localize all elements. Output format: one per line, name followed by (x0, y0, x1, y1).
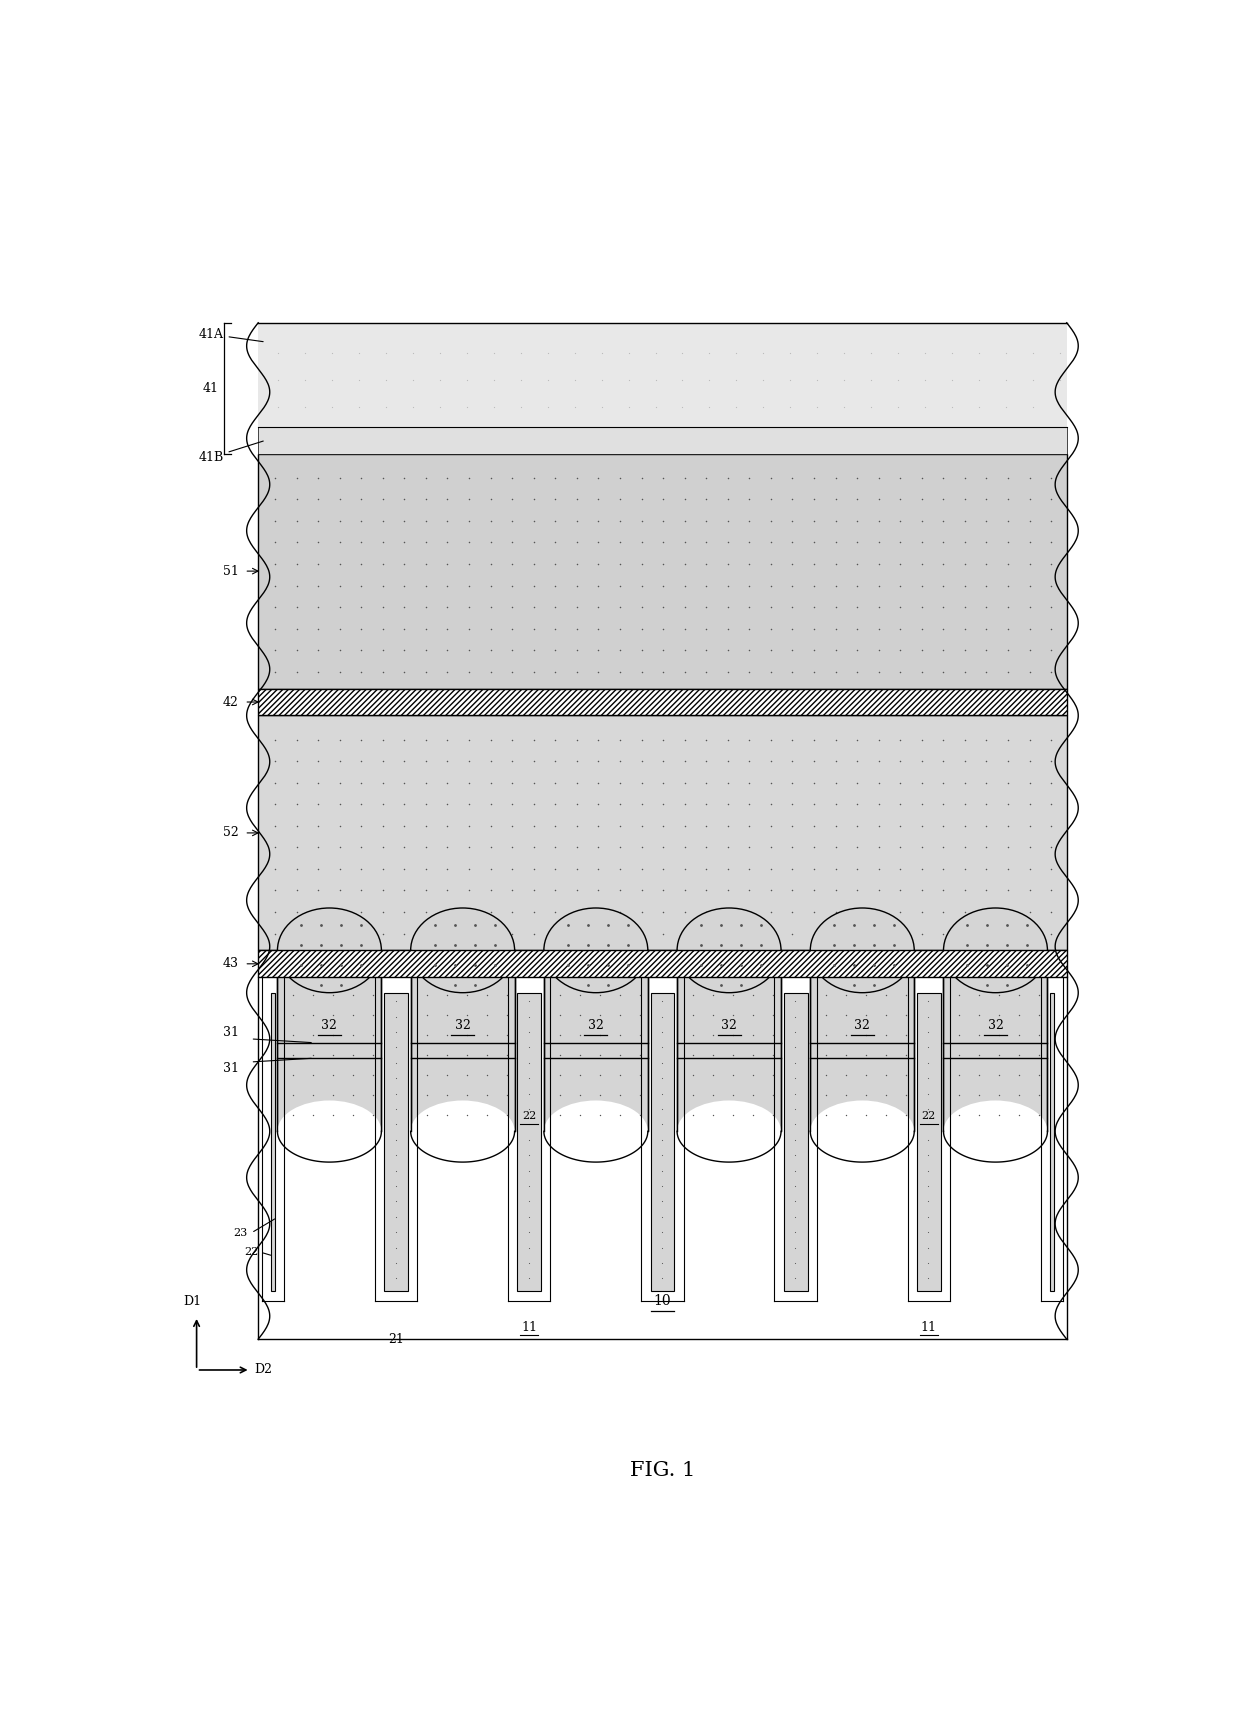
Text: 42: 42 (223, 695, 239, 709)
Text: 31: 31 (223, 1062, 239, 1076)
Bar (775, 978, 817, 1301)
Text: D2: D2 (254, 1363, 273, 1377)
Bar (1050, 993, 1054, 1291)
Bar (641, 978, 683, 1301)
Ellipse shape (810, 1100, 914, 1162)
Text: FIG. 1: FIG. 1 (630, 1461, 696, 1480)
Bar (810, 950, 914, 1131)
Ellipse shape (944, 1100, 1048, 1162)
Text: 32: 32 (455, 1019, 470, 1033)
Text: 52: 52 (223, 826, 239, 840)
Text: 21: 21 (388, 1332, 404, 1346)
Text: D1: D1 (184, 1296, 202, 1308)
Text: 11: 11 (921, 1322, 937, 1334)
Text: 22: 22 (921, 1110, 936, 1120)
Ellipse shape (410, 909, 515, 993)
Bar (677, 950, 781, 1131)
Bar (784, 993, 807, 1291)
Bar (258, 716, 1066, 950)
Text: 23: 23 (233, 1227, 248, 1237)
Ellipse shape (677, 1100, 781, 1162)
Bar (944, 950, 1048, 1131)
Bar (508, 978, 551, 1301)
Bar (272, 993, 275, 1291)
Bar (262, 978, 284, 1301)
Bar (278, 950, 382, 1131)
Text: 32: 32 (722, 1019, 737, 1033)
Ellipse shape (677, 909, 781, 993)
Ellipse shape (544, 1100, 647, 1162)
Bar (1040, 978, 1063, 1301)
Text: 11: 11 (521, 1322, 537, 1334)
Bar (258, 324, 1066, 427)
Bar (258, 427, 1066, 454)
Bar (384, 993, 408, 1291)
Bar (544, 950, 647, 1131)
Ellipse shape (810, 909, 914, 993)
Text: 43: 43 (223, 957, 239, 971)
Text: 22: 22 (244, 1248, 259, 1256)
Ellipse shape (278, 909, 382, 993)
Text: 22: 22 (522, 1110, 537, 1120)
Bar (374, 978, 417, 1301)
Text: 31: 31 (223, 1026, 239, 1039)
Bar (651, 993, 675, 1291)
Bar (517, 993, 541, 1291)
Text: 32: 32 (588, 1019, 604, 1033)
Bar (916, 993, 941, 1291)
Ellipse shape (944, 909, 1048, 993)
Text: 32: 32 (987, 1019, 1003, 1033)
Text: 41: 41 (202, 382, 218, 394)
Text: 51: 51 (223, 564, 239, 578)
Text: 41B: 41B (198, 441, 263, 465)
Bar (258, 950, 1066, 978)
Text: 32: 32 (321, 1019, 337, 1033)
Bar (258, 688, 1066, 716)
Ellipse shape (410, 1100, 515, 1162)
Ellipse shape (544, 909, 647, 993)
Text: 10: 10 (653, 1294, 671, 1308)
Text: 32: 32 (854, 1019, 870, 1033)
Bar (258, 454, 1066, 688)
Bar (410, 950, 515, 1131)
Text: 41A: 41A (198, 327, 263, 342)
Bar (258, 978, 1066, 1339)
Bar (908, 978, 950, 1301)
Ellipse shape (278, 1100, 382, 1162)
